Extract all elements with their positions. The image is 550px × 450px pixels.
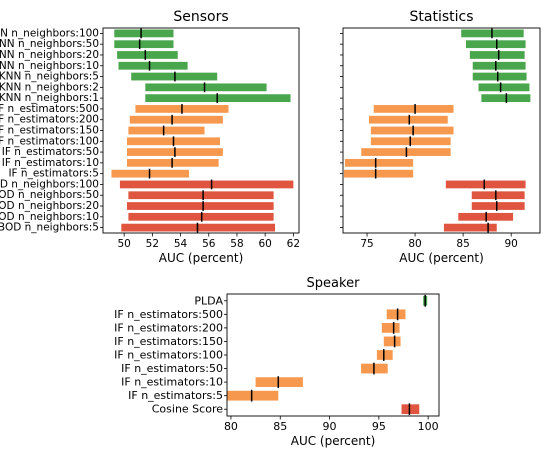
chart-title: Statistics: [410, 9, 474, 25]
x-tick-label: 56: [202, 238, 216, 250]
category-label: IF n_estimators:50: [2, 146, 99, 158]
category-label: KNN n_neighbors:10: [0, 60, 99, 72]
x-tick-label: 75: [360, 238, 373, 250]
x-axis-label: AUC (percent): [291, 434, 376, 448]
category-label: KNN n_neighbors:1: [0, 92, 99, 104]
category-label: KNN n_neighbors:5: [0, 71, 99, 83]
range-bar: [126, 202, 274, 210]
range-bar: [469, 51, 525, 59]
range-bar: [227, 390, 279, 401]
x-axis-label: AUC (percent): [159, 251, 244, 265]
range-bar: [114, 40, 174, 49]
x-tick-label: 54: [174, 238, 188, 250]
range-bar: [471, 202, 525, 210]
category-label: IF n_estimators:10: [121, 376, 223, 389]
range-bar: [445, 180, 526, 189]
category-label: KNN n_neighbors:50: [0, 38, 99, 50]
category-label: IF n_estimators:150: [0, 125, 99, 137]
category-label: IF n_estimators:100: [114, 349, 223, 362]
range-bar: [368, 115, 448, 124]
range-bar: [114, 29, 174, 38]
category-label: IF n_estimators:200: [0, 114, 99, 126]
category-label: KNN n_neighbors:2: [0, 81, 99, 93]
range-bar: [129, 115, 223, 124]
x-tick-label: 90: [323, 420, 337, 433]
x-tick-label: 80: [224, 420, 238, 433]
category-label: IF n_estimators:10: [2, 157, 99, 169]
category-label: KNN n_neighbors:20: [0, 49, 99, 61]
x-tick-label: 60: [258, 238, 271, 250]
category-label: KNN n_neighbors:100: [0, 27, 99, 39]
range-bar: [471, 191, 525, 200]
range-bar: [376, 350, 393, 360]
category-label: ABOD n_neighbors:5: [0, 222, 99, 234]
x-tick-label: 80: [408, 238, 421, 250]
category-label: Cosine Score: [152, 403, 223, 416]
range-bar: [478, 83, 530, 92]
range-bar: [401, 404, 420, 415]
category-label: ABOD n_neighbors:50: [0, 189, 99, 201]
range-bar: [128, 191, 274, 200]
category-label: ABOD n_neighbors:100: [0, 178, 99, 190]
category-label: PLDA: [194, 294, 223, 307]
range-bar: [472, 61, 526, 70]
x-tick-label: 100: [418, 420, 439, 433]
x-tick-label: 85: [456, 238, 469, 250]
range-bar: [381, 323, 400, 333]
range-bar: [117, 51, 178, 59]
x-axis-label: AUC (percent): [399, 251, 484, 265]
range-bar: [472, 72, 527, 81]
range-bar: [344, 158, 414, 167]
range-bar: [443, 223, 497, 232]
range-bar: [373, 105, 454, 113]
range-bar: [383, 336, 401, 347]
category-label: IF n_estimators:100: [0, 135, 99, 147]
category-label: IF n_estimators:150: [114, 335, 223, 348]
x-tick-label: 95: [372, 420, 386, 433]
range-bar: [343, 169, 414, 178]
category-label: ABOD n_neighbors:20: [0, 200, 99, 212]
range-bar: [145, 83, 267, 92]
chart-title: Sensors: [173, 9, 228, 25]
range-bar: [386, 309, 406, 320]
x-tick-label: 62: [287, 238, 300, 250]
category-label: IF n_estimators:500: [114, 308, 223, 321]
category-label: IF n_estimators:50: [121, 362, 223, 375]
category-label: IF n_estimators:5: [128, 389, 223, 402]
x-tick-label: 90: [504, 238, 517, 250]
panel-statistics: Statistics 75 80 85 90 AUC (percent): [340, 9, 541, 265]
range-bar: [128, 126, 205, 135]
x-tick-label: 52: [146, 238, 159, 250]
x-tick-label: 58: [230, 238, 243, 250]
category-label: IF n_estimators:5: [8, 168, 99, 180]
chart-title: Speaker: [307, 276, 361, 291]
x-tick-label: 85: [273, 420, 287, 433]
range-bar: [255, 377, 303, 387]
category-label: IF n_estimators:500: [0, 103, 99, 115]
range-bar: [370, 126, 454, 135]
category-label: IF n_estimators:200: [114, 321, 223, 334]
range-bar: [119, 180, 294, 189]
range-bar: [118, 61, 188, 70]
x-tick-label: 50: [117, 238, 130, 250]
range-bar: [466, 40, 526, 49]
category-label: ABOD n_neighbors:10: [0, 211, 99, 223]
